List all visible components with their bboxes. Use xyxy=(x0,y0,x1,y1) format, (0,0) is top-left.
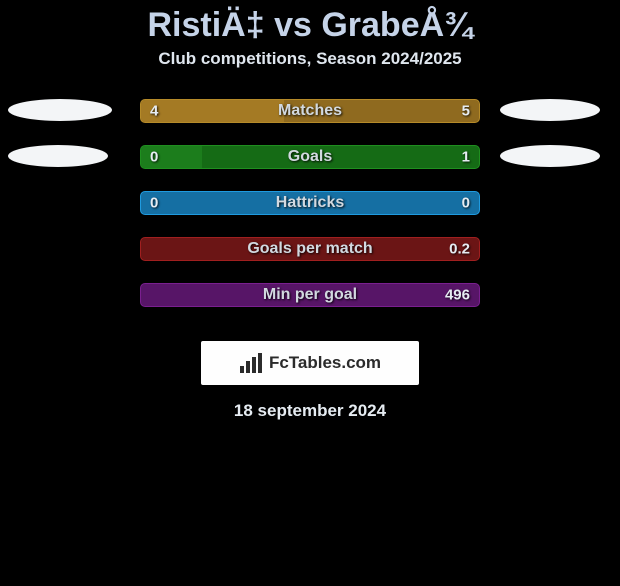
stat-bar: Matches 4 5 xyxy=(140,99,480,123)
right-ellipse xyxy=(500,145,600,167)
stat-bar-value-right: 5 xyxy=(462,103,470,120)
stat-bar-label: Goals per match xyxy=(247,240,372,258)
brand-box: FcTables.com xyxy=(201,341,419,385)
stat-bar-label: Matches xyxy=(278,102,342,120)
stat-row: Min per goal 496 xyxy=(0,283,620,329)
stat-bar: Goals 0 1 xyxy=(140,145,480,169)
stat-bar-value-right: 496 xyxy=(445,287,470,304)
stat-bar-label: Hattricks xyxy=(276,194,344,212)
stat-bar-value-left: 0 xyxy=(150,149,158,166)
stat-row: Goals per match 0.2 xyxy=(0,237,620,283)
left-ellipse xyxy=(8,145,108,167)
stat-bar-left-fill xyxy=(141,100,284,122)
stat-bar-value-left: 0 xyxy=(150,195,158,212)
left-ellipse xyxy=(8,99,112,121)
right-ellipse xyxy=(500,99,600,121)
stat-row: Matches 4 5 xyxy=(0,99,620,145)
stat-bar-value-right: 0 xyxy=(462,195,470,212)
stat-bar-label: Min per goal xyxy=(263,286,357,304)
stat-row: Hattricks 0 0 xyxy=(0,191,620,237)
brand-label: FcTables.com xyxy=(269,353,381,373)
stat-rows-container: Matches 4 5 Goals 0 1 Hattricks 0 0 Goals per mat… xyxy=(0,99,620,329)
stat-bar-value-left: 4 xyxy=(150,103,158,120)
stat-bar: Goals per match 0.2 xyxy=(140,237,480,261)
stat-bar: Min per goal 496 xyxy=(140,283,480,307)
page-title: RistiÄ‡ vs GrabeÅ¾ xyxy=(0,6,620,45)
footer-date: 18 september 2024 xyxy=(0,401,620,421)
stat-bar-value-right: 1 xyxy=(462,149,470,166)
stat-row: Goals 0 1 xyxy=(0,145,620,191)
stat-bar-label: Goals xyxy=(288,148,332,166)
stat-bar-value-right: 0.2 xyxy=(449,241,470,258)
brand-chart-icon xyxy=(239,352,263,374)
stat-bar: Hattricks 0 0 xyxy=(140,191,480,215)
page-subtitle: Club competitions, Season 2024/2025 xyxy=(0,49,620,69)
